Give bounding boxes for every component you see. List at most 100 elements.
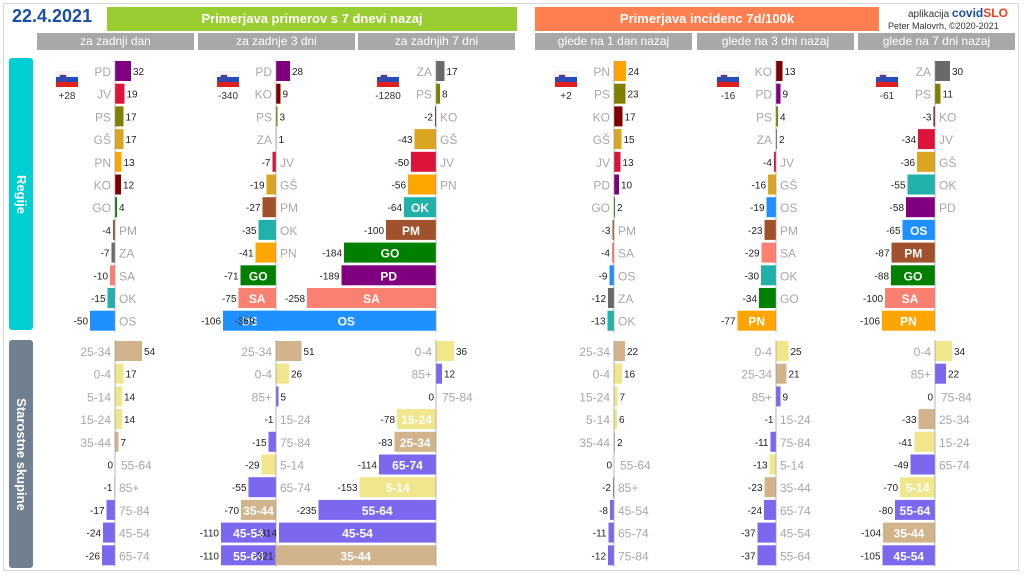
value-label: 17 <box>625 112 637 123</box>
value-label: 17 <box>447 67 459 78</box>
category-label: GO <box>381 247 400 261</box>
category-label: 75-84 <box>941 390 972 404</box>
chart-frame <box>3 3 1019 571</box>
value-label: -15 <box>91 294 106 305</box>
bar-regions <box>891 242 935 263</box>
category-label: PN <box>900 315 917 329</box>
col-header-5: glede na 3 dni nazaj <box>697 33 854 50</box>
bar-regions <box>341 265 436 286</box>
category-label: 25-34 <box>80 345 111 359</box>
category-label: 35-44 <box>579 436 610 450</box>
category-label: 55-64 <box>233 549 264 563</box>
category-label: PS <box>594 88 610 102</box>
category-label: KO <box>440 110 457 124</box>
bar-regions <box>435 106 436 127</box>
category-label: PD <box>380 269 397 283</box>
bar-ages <box>769 454 776 475</box>
category-label: 65-74 <box>119 549 150 563</box>
flag-coat-of-arms-icon <box>558 74 566 83</box>
brand-name-covid: covid <box>951 6 984 20</box>
bar-regions <box>266 174 276 195</box>
value-label: -3 <box>923 112 932 123</box>
category-label: PN <box>440 179 457 193</box>
category-label: SA <box>249 292 266 306</box>
value-label: -55 <box>891 181 906 192</box>
category-label: GŠ <box>280 178 297 193</box>
category-label: OK <box>939 179 956 193</box>
bar-regions <box>935 61 950 81</box>
value-label: 51 <box>304 347 316 358</box>
bar-ages <box>275 545 436 566</box>
value-label: -8 <box>599 506 608 517</box>
value-label: -70 <box>884 483 899 494</box>
value-label: 9 <box>283 90 289 101</box>
category-label: 45-54 <box>893 549 924 563</box>
bar-ages <box>614 409 617 430</box>
value-label: -71 <box>224 271 239 282</box>
bar-regions <box>891 265 935 286</box>
value-label: 13 <box>623 158 635 169</box>
value-label: 13 <box>785 67 797 78</box>
category-label: 35-44 <box>340 549 371 563</box>
value-label: -7 <box>262 158 271 169</box>
value-label: -106 <box>860 317 880 328</box>
category-label: JV <box>939 133 953 147</box>
value-label: -153 <box>337 483 357 494</box>
value-label: -13 <box>591 317 606 328</box>
bar-ages <box>910 454 935 475</box>
flag-total-value: +2 <box>560 91 572 102</box>
bar-ages <box>614 431 615 452</box>
bar-ages <box>379 454 436 475</box>
value-label: -12 <box>592 551 607 562</box>
bar-ages <box>764 499 776 520</box>
category-label: PS <box>416 88 432 102</box>
value-label: -258 <box>285 294 305 305</box>
value-label: 21 <box>789 370 801 381</box>
value-label: 16 <box>624 370 636 381</box>
bar-regions <box>276 83 281 104</box>
value-label: -23 <box>748 483 763 494</box>
value-label: -12 <box>592 294 607 305</box>
category-label: 0-4 <box>94 368 112 382</box>
category-label: 5-14 <box>87 390 111 404</box>
bar-regions <box>436 83 440 104</box>
flag-stripe-blue <box>555 77 577 82</box>
value-label: -1 <box>104 483 113 494</box>
value-label: 54 <box>144 347 156 358</box>
bar-ages <box>918 409 935 430</box>
flag-total-value: -340 <box>218 91 238 102</box>
bar-regions <box>614 61 626 81</box>
flag-total-value: -16 <box>721 91 736 102</box>
value-label: -50 <box>395 158 410 169</box>
bar-regions <box>933 106 935 127</box>
value-label: -3 <box>602 226 611 237</box>
bar-ages <box>935 341 952 361</box>
flag-coat-of-arms-icon <box>879 74 887 83</box>
category-label: OK <box>411 201 429 215</box>
bar-regions <box>612 242 614 263</box>
value-label: -9 <box>599 271 608 282</box>
bar-ages <box>115 363 124 384</box>
category-label: PM <box>280 201 298 215</box>
col-header-1: za zadnji dan <box>37 33 194 50</box>
category-label: OS <box>618 269 635 283</box>
category-label: OK <box>780 269 797 283</box>
value-label: -104 <box>861 529 881 540</box>
flag-stripe-blue <box>876 77 898 82</box>
value-label: -41 <box>239 249 254 260</box>
bar-regions <box>255 242 276 263</box>
bar-regions <box>917 151 935 172</box>
value-label: -359 <box>234 317 254 328</box>
value-label: -314 <box>257 529 277 540</box>
value-label: 28 <box>292 67 304 78</box>
bar-regions <box>404 197 436 218</box>
value-label: 10 <box>621 181 633 192</box>
bar-regions <box>885 288 935 308</box>
value-label: 3 <box>280 112 286 123</box>
bar-regions <box>759 288 776 308</box>
flag-total-value: -61 <box>880 91 895 102</box>
value-label: 19 <box>127 90 139 101</box>
bar-regions <box>774 151 776 172</box>
bar-regions <box>386 219 436 240</box>
category-label: KO <box>94 179 111 193</box>
